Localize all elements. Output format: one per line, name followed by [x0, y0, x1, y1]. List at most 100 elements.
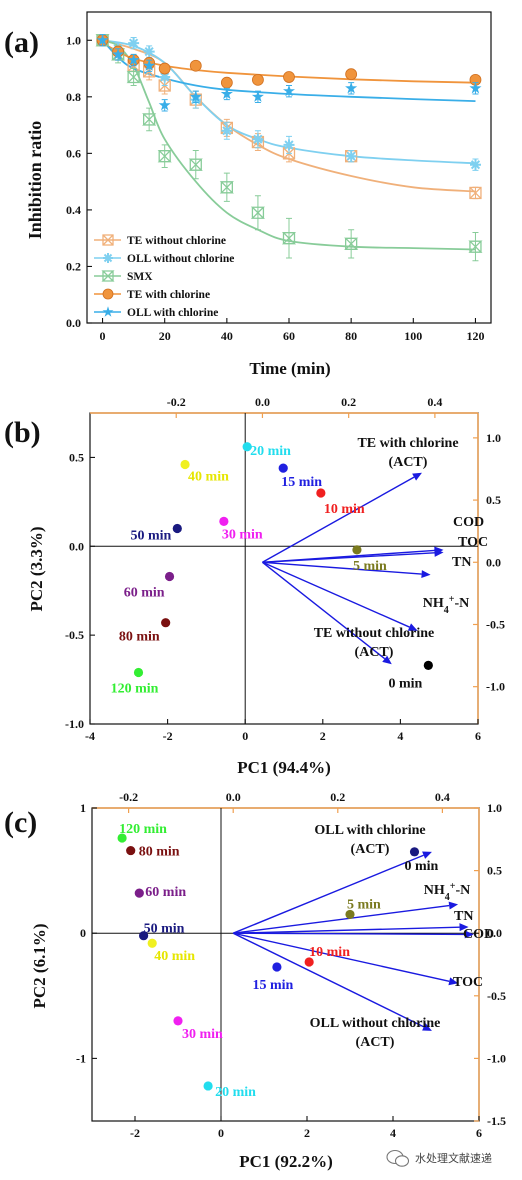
score-point [172, 523, 182, 534]
vector-label: TOC [453, 975, 483, 990]
panel-label-c: (c) [4, 806, 37, 839]
vector-label: COD [463, 927, 494, 942]
score-point [161, 618, 171, 628]
point-label: 120 min [111, 681, 159, 696]
point-label: 30 min [222, 527, 263, 542]
x-tick-label: 100 [404, 329, 422, 343]
point-label: 0 min [388, 676, 422, 691]
star-marker [469, 82, 482, 94]
y-tick-label: 0.0 [69, 539, 84, 553]
star-marker [251, 90, 264, 102]
point-label: 0 min [405, 859, 439, 874]
score-point [134, 888, 144, 898]
hourglass-marker [468, 240, 483, 253]
score-point [272, 962, 282, 972]
watermark-text: 水处理文献速递 [415, 1151, 492, 1165]
box-x-marker [102, 234, 114, 246]
loading-vector [262, 561, 386, 660]
point-label: 40 min [154, 949, 195, 964]
vector-label: COD [453, 515, 484, 530]
circle-marker [189, 59, 202, 72]
vector-label-line1: OLL without chlorine [310, 1016, 441, 1031]
point-label: 15 min [281, 475, 322, 490]
panel-b-pca-biplot: -4 -2 0 2 4 6 -1.0 -0.5 0.0 0.5 -0.2 0.0 0.2 0.4 -1.0 -… [27, 395, 505, 777]
point-label: 5 min [353, 559, 387, 574]
right-y-tick-label: 0.0 [486, 555, 501, 569]
nh4-superscript: + [449, 594, 455, 605]
vector-label-line1: TE with chlorine [357, 436, 458, 451]
hourglass-marker [344, 237, 359, 250]
star-marker [102, 306, 114, 317]
right-y-tick-label: 0.5 [486, 493, 501, 507]
panel-b-y-axis-title: PC2 (3.3%) [27, 527, 46, 612]
panel-c-x-axis-title: PC1 (92.2%) [239, 1152, 332, 1171]
asterisk-marker [470, 159, 481, 171]
loading-vector [233, 932, 465, 936]
score-point [352, 545, 362, 555]
loading-vector [233, 932, 450, 983]
hourglass-marker [101, 270, 115, 282]
panel-b-x-axis-title: PC1 (94.4%) [237, 758, 330, 777]
score-point [139, 931, 149, 941]
arrow-head [448, 977, 459, 986]
y-tick-label: 0.8 [66, 90, 81, 104]
star-marker [143, 59, 156, 71]
top-x-tick-label: 0.4 [435, 790, 450, 804]
panel-a-markers [95, 33, 483, 262]
score-point [117, 833, 127, 843]
x-tick-label: 60 [283, 329, 295, 343]
loading-vector [262, 476, 415, 563]
score-point [242, 442, 252, 452]
watermark: 水处理文献速递 [386, 1149, 492, 1167]
loading-vector [233, 926, 460, 934]
hourglass-marker [250, 206, 265, 219]
y-tick-label: 0.0 [66, 316, 81, 330]
star-marker [127, 53, 140, 66]
box-x-marker-cross [469, 186, 482, 199]
right-y-tick-label: 0.0 [487, 926, 502, 940]
nh4-text: NH [423, 596, 444, 611]
point-label: 60 min [145, 885, 186, 900]
right-y-tick-label: -1.0 [487, 1051, 506, 1065]
score-point [147, 938, 157, 948]
top-x-tick-label: 0.0 [226, 790, 241, 804]
x-tick-label: -2 [130, 1126, 140, 1140]
panel-label-a: (a) [4, 26, 39, 59]
point-label: 20 min [215, 1085, 256, 1100]
right-y-tick-label: -1.5 [487, 1114, 506, 1128]
nh4-suffix: -N [454, 596, 469, 611]
panel-b-loading-vectors: TE with chlorine (ACT) COD TOC TN NH4+-N TE wi… [262, 436, 488, 665]
point-label: 5 min [347, 897, 381, 912]
point-label: 10 min [309, 945, 350, 960]
right-y-tick-label: -1.0 [486, 680, 505, 694]
right-y-tick-label: 1.0 [486, 431, 501, 445]
score-point [164, 571, 175, 582]
score-point [173, 1016, 183, 1026]
vector-label: TE with chlorine (ACT) [357, 436, 458, 470]
vector-label: TOC [458, 535, 488, 550]
asterisk-marker [143, 46, 155, 58]
y-tick-label: 0.6 [66, 146, 81, 160]
vector-label: TN [452, 555, 471, 570]
circle-marker [345, 68, 358, 81]
y-tick-label: 0.5 [69, 450, 84, 464]
asterisk-marker [221, 125, 233, 137]
nh4-subscript: 4 [445, 892, 450, 903]
hourglass-marker [281, 232, 297, 245]
star-marker [345, 82, 358, 94]
point-label: 40 min [188, 470, 229, 485]
x-tick-label: 4 [390, 1126, 396, 1140]
vector-label: TN [454, 909, 473, 924]
top-x-tick-label: -0.2 [167, 395, 186, 409]
x-tick-label: 80 [345, 329, 357, 343]
y-tick-label: -1 [76, 1051, 86, 1065]
vector-label: NH4+-N [423, 594, 469, 616]
x-tick-label: 0 [218, 1126, 224, 1140]
hourglass-marker [188, 158, 203, 171]
arrow-head [422, 1023, 432, 1031]
legend-label: SMX [127, 271, 153, 283]
panel-c-y-axis-title: PC2 (6.1%) [30, 924, 49, 1009]
circle-marker [252, 73, 264, 86]
